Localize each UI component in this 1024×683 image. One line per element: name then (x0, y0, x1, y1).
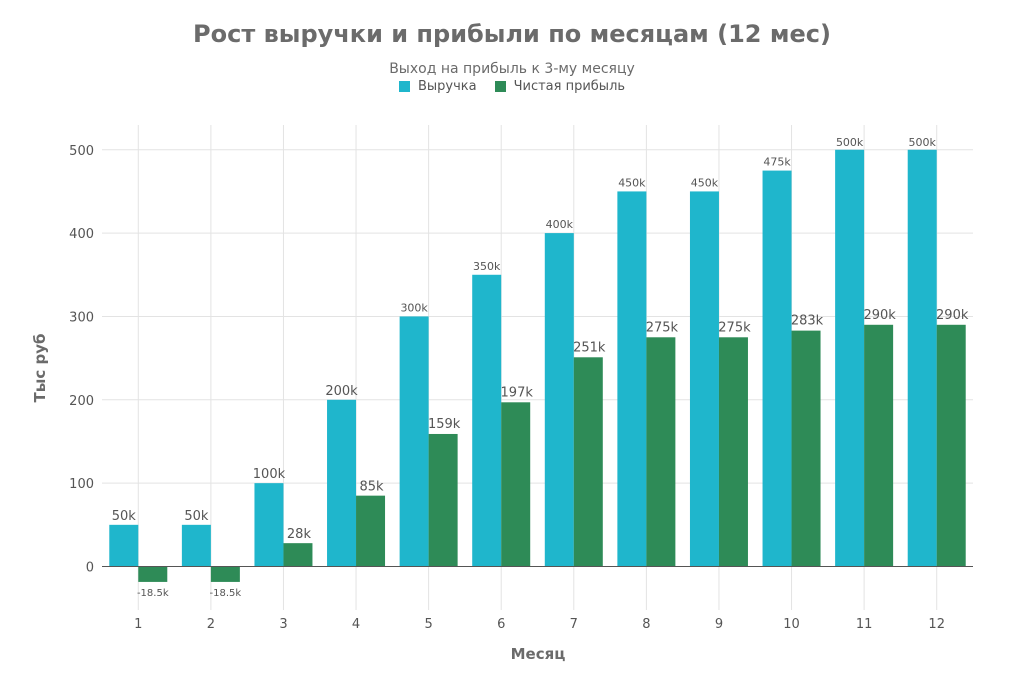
x-tick-label: 12 (928, 617, 945, 632)
revenue-data-label: 475k (763, 156, 791, 169)
profit-bar[interactable] (573, 357, 603, 567)
revenue-bar[interactable] (689, 191, 719, 567)
x-axis-label: Месяц (510, 645, 566, 663)
revenue-bar[interactable] (907, 149, 937, 567)
profit-bar[interactable] (501, 402, 531, 567)
y-tick-label: 200 (69, 394, 94, 409)
legend-swatch-revenue (398, 81, 410, 92)
x-tick-label: 3 (279, 617, 287, 632)
profit-bar[interactable] (864, 324, 894, 567)
y-tick-label: 0 (86, 561, 94, 576)
revenue-bar[interactable] (762, 170, 792, 567)
chart-title: Рост выручки и прибыли по месяцам (12 ме… (193, 20, 831, 48)
x-tick-label: 2 (207, 617, 215, 632)
legend-swatch-profit (494, 81, 506, 92)
revenue-data-label: 500k (836, 136, 864, 149)
profit-bar[interactable] (428, 433, 458, 567)
x-tick-label: 1 (134, 617, 142, 632)
profit-data-label: 159k (428, 417, 461, 432)
revenue-data-label: 50k (184, 509, 209, 524)
revenue-data-label: 350k (473, 260, 501, 273)
chart-subtitle: Выход на прибыль к 3-му месяцу (389, 61, 635, 77)
profit-bar[interactable] (646, 337, 676, 567)
profit-bar[interactable] (356, 495, 386, 567)
revenue-bar[interactable] (254, 483, 284, 567)
legend-label-revenue: Выручка (417, 79, 477, 94)
profit-data-label: -18.5k (137, 588, 169, 599)
y-tick-label: 100 (69, 477, 94, 492)
profit-data-label: -18.5k (210, 588, 242, 599)
x-tick-label: 4 (352, 617, 360, 632)
revenue-data-label: 100k (253, 467, 286, 482)
revenue-data-label: 450k (618, 176, 646, 189)
profit-data-label: 290k (936, 308, 969, 323)
revenue-data-label: 500k (909, 136, 937, 149)
revenue-bar[interactable] (472, 274, 502, 567)
profit-bar[interactable] (936, 324, 966, 567)
profit-bar[interactable] (210, 566, 240, 582)
revenue-bar[interactable] (399, 316, 429, 567)
legend-item-revenue[interactable]: Выручка (398, 79, 477, 94)
profit-bar[interactable] (283, 543, 313, 567)
x-tick-label: 5 (424, 617, 432, 632)
legend: Выручка Чистая прибыль (0, 79, 1024, 94)
profit-data-label: 290k (863, 308, 896, 323)
x-tick-label: 8 (642, 617, 650, 632)
x-tick-label: 6 (497, 617, 505, 632)
legend-item-profit[interactable]: Чистая прибыль (494, 79, 626, 94)
profit-data-label: 85k (360, 480, 385, 495)
profit-data-label: 197k (501, 385, 534, 400)
revenue-bar[interactable] (181, 524, 211, 567)
revenue-data-label: 450k (691, 176, 719, 189)
revenue-bar[interactable] (835, 149, 865, 567)
profit-data-label: 251k (573, 340, 606, 355)
x-tick-label: 10 (783, 617, 800, 632)
revenue-data-label: 400k (546, 218, 574, 231)
x-tick-label: 11 (856, 617, 873, 632)
revenue-bar[interactable] (617, 191, 647, 567)
x-tick-label: 9 (715, 617, 723, 632)
profit-data-label: 28k (287, 527, 312, 542)
profit-bar[interactable] (791, 330, 821, 567)
revenue-bar[interactable] (109, 524, 139, 567)
profit-data-label: 275k (646, 320, 679, 335)
profit-data-label: 275k (718, 320, 751, 335)
revenue-bar[interactable] (327, 399, 357, 567)
y-tick-label: 300 (69, 310, 94, 325)
revenue-data-label: 50k (112, 509, 137, 524)
legend-label-profit: Чистая прибыль (513, 79, 626, 94)
profit-bar[interactable] (718, 337, 748, 567)
revenue-data-label: 300k (400, 301, 428, 314)
revenue-data-label: 200k (325, 384, 358, 399)
y-tick-label: 400 (69, 227, 94, 242)
profit-data-label: 283k (791, 314, 824, 329)
profit-bar[interactable] (138, 566, 168, 582)
revenue-bar[interactable] (544, 233, 574, 567)
y-tick-label: 500 (69, 144, 94, 159)
x-tick-label: 7 (570, 617, 578, 632)
